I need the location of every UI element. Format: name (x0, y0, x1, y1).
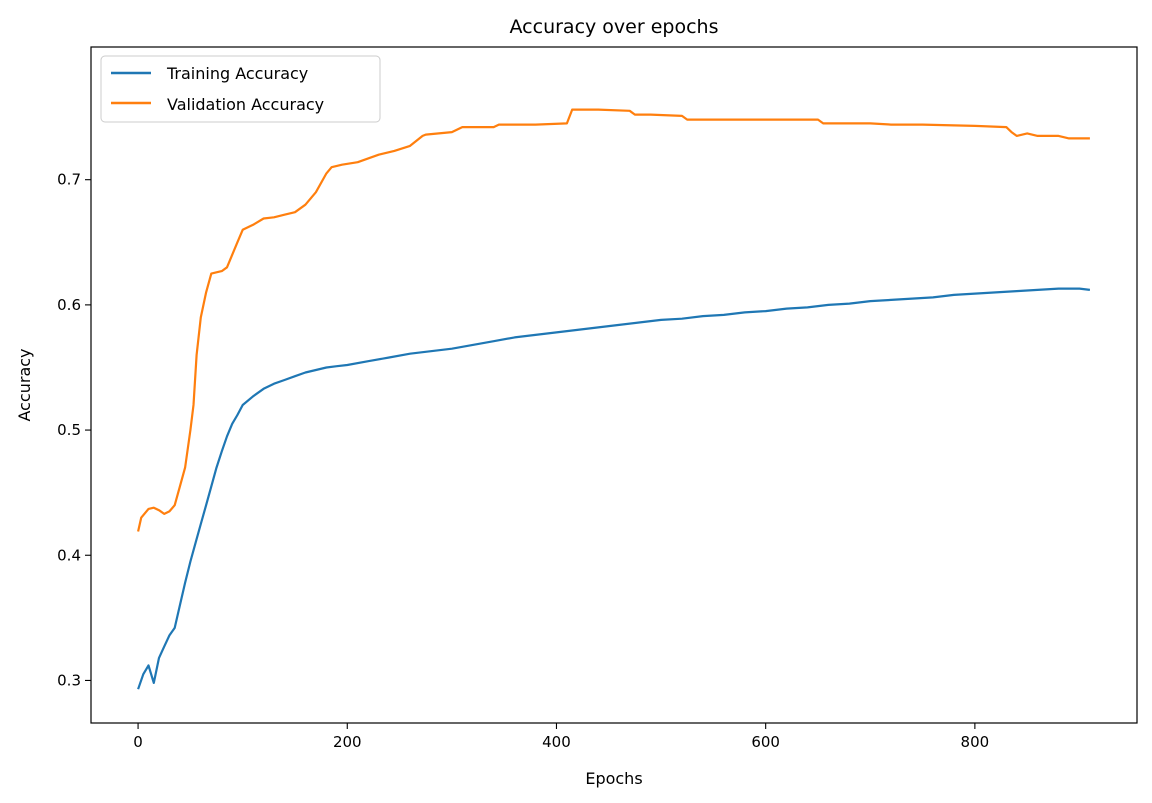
legend: Training Accuracy Validation Accuracy (100, 55, 381, 123)
x-tick-label: 0 (133, 733, 143, 751)
series-line-training (137, 287, 1091, 690)
y-tick-label: 0.7 (57, 171, 81, 189)
legend-label-training: Training Accuracy (166, 64, 308, 83)
plot-frame (90, 46, 1138, 724)
legend-box (100, 55, 381, 123)
chart-title: Accuracy over epochs (510, 16, 719, 38)
x-tick-label: 600 (751, 733, 780, 751)
y-tick-label: 0.4 (57, 546, 81, 564)
x-tick-label: 800 (961, 733, 990, 751)
y-tick-label: 0.3 (57, 671, 81, 689)
y-axis-ticks: 0.3 0.4 0.5 0.6 0.7 (57, 171, 91, 689)
x-tick-label: 400 (542, 733, 571, 751)
y-axis-label: Accuracy (15, 348, 34, 421)
x-axis-label: Epochs (585, 769, 642, 788)
x-axis-ticks: 0 200 400 600 800 (133, 723, 989, 751)
series-line-validation (137, 108, 1090, 532)
y-tick-label: 0.5 (57, 421, 81, 439)
x-tick-label: 200 (333, 733, 362, 751)
y-tick-label: 0.6 (57, 296, 81, 314)
legend-label-validation: Validation Accuracy (167, 95, 324, 114)
plot-lines (137, 108, 1091, 690)
